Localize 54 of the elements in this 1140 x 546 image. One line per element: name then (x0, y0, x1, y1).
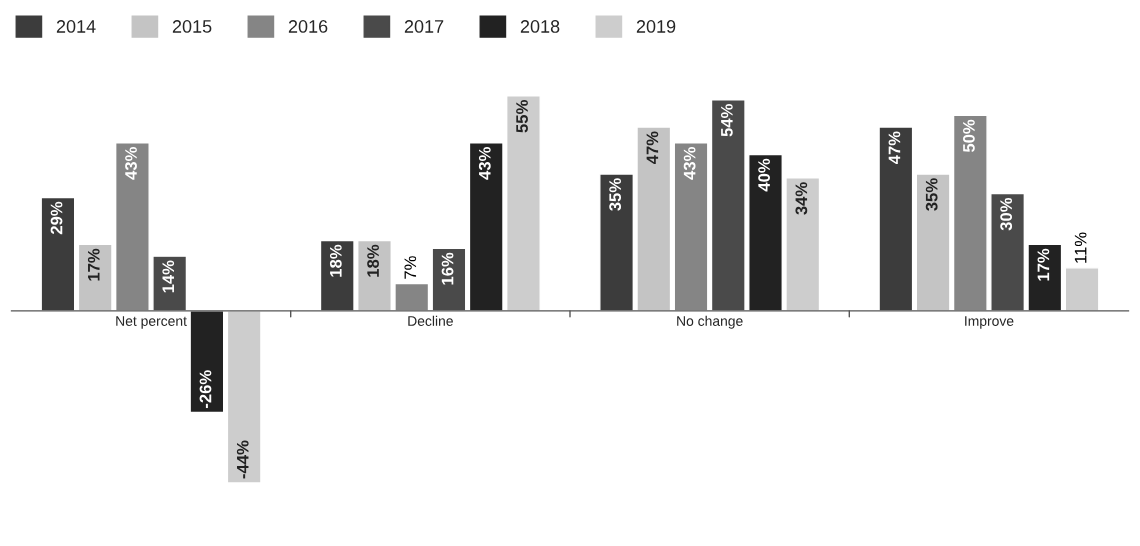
data-label: 47% (888, 131, 901, 165)
data-label: 30% (1000, 197, 1013, 231)
data-label: 18% (367, 244, 379, 277)
bar (636, 126, 672, 312)
bar (468, 142, 504, 312)
data-label: 54% (720, 104, 733, 137)
x-tick-label: No change (677, 315, 743, 329)
data-label: 17% (1037, 248, 1050, 281)
bar (673, 142, 709, 312)
legend-label: 2014 (56, 20, 96, 33)
bar (1064, 267, 1100, 312)
data-label: 40% (758, 158, 770, 192)
bar (599, 173, 635, 312)
bar (189, 310, 225, 414)
x-tick-label: Decline (408, 315, 453, 326)
data-label: 43% (683, 147, 696, 180)
data-label: 43% (125, 147, 137, 180)
data-label: 34% (795, 182, 808, 215)
data-label: -44% (236, 440, 249, 479)
bar (226, 310, 262, 484)
data-label: 47% (646, 131, 659, 165)
bar (748, 153, 783, 312)
x-tick-label: Net percent (116, 316, 187, 329)
data-label: 11% (1074, 232, 1087, 263)
legend-label: 2019 (636, 20, 676, 33)
data-label: 50% (963, 119, 975, 153)
bar (915, 173, 951, 312)
legend-label: 2016 (288, 20, 328, 33)
bar (505, 95, 541, 312)
data-label: 29% (50, 201, 63, 235)
data-label: 35% (609, 178, 622, 211)
bar (114, 142, 150, 312)
bar (77, 243, 113, 312)
data-label: 14% (162, 260, 175, 293)
data-label: 16% (441, 252, 454, 285)
bar (952, 114, 988, 312)
data-label: 43% (478, 147, 491, 180)
bar (319, 239, 355, 312)
bar (40, 196, 76, 312)
legend-label: 2017 (404, 20, 444, 33)
data-label: 18% (329, 244, 342, 277)
bar (878, 126, 914, 312)
legend-label: 2015 (172, 20, 212, 33)
data-label: 35% (925, 178, 938, 211)
data-label: 55% (516, 100, 528, 133)
data-label: 17% (87, 248, 100, 281)
bar (394, 282, 430, 312)
data-label: 7% (404, 256, 417, 279)
legend-label: 2018 (520, 20, 560, 33)
bar (785, 177, 821, 312)
bar (1027, 243, 1063, 312)
data-label: -26% (199, 370, 212, 409)
x-tick-label: Improve (965, 316, 1014, 329)
bar (357, 239, 392, 312)
